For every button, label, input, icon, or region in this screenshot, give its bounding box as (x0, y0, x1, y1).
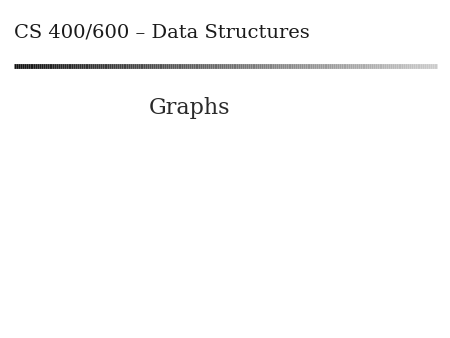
Text: CS 400/600 – Data Structures: CS 400/600 – Data Structures (14, 24, 309, 42)
Text: Graphs: Graphs (148, 97, 230, 119)
